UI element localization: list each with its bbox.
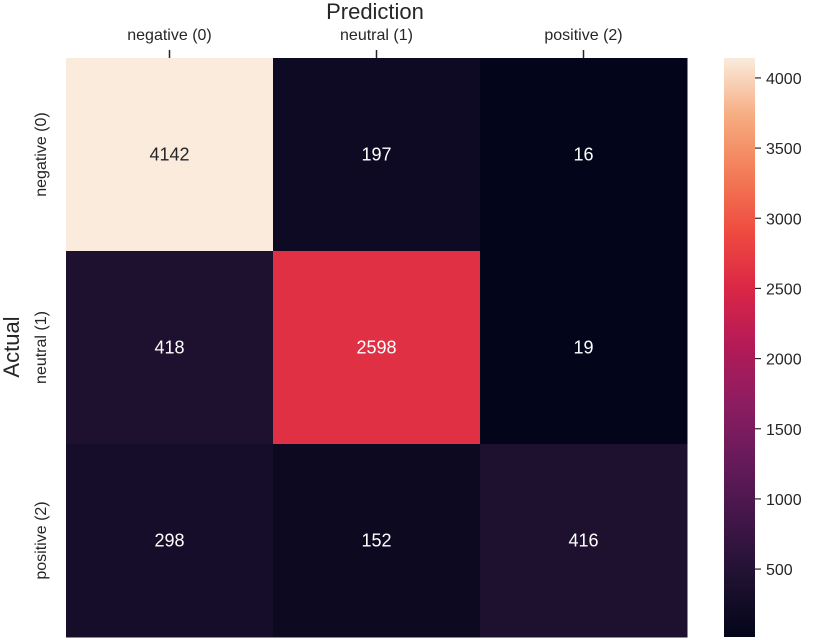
y-axis-title: Actual bbox=[0, 316, 24, 377]
colorbar-tick-label: 1000 bbox=[766, 492, 802, 509]
heatmap-cell bbox=[273, 58, 481, 252]
heatmap-cell bbox=[480, 251, 688, 445]
x-tick-label: negative (0) bbox=[127, 27, 212, 44]
heatmap-cell bbox=[273, 251, 481, 445]
colorbar-tick-label: 3000 bbox=[766, 211, 802, 228]
colorbar-ticks: 500 1000 1500 2000 2500 3000 3500 4000 bbox=[755, 71, 802, 579]
cell-value-label: 152 bbox=[361, 531, 391, 551]
y-tick-label: neutral (1) bbox=[33, 311, 50, 384]
y-axis-ticks: negative (0) neutral (1) positive (2) bbox=[33, 112, 50, 579]
heatmap-cell bbox=[66, 58, 274, 252]
cell-value-label: 16 bbox=[573, 145, 593, 165]
heatmap-cell bbox=[480, 58, 688, 252]
colorbar-tick-label: 3500 bbox=[766, 141, 802, 158]
x-axis-ticks: negative (0) neutral (1) positive (2) bbox=[127, 27, 623, 58]
cell-value-label: 19 bbox=[573, 338, 593, 358]
colorbar-tick-label: 500 bbox=[766, 562, 793, 579]
cell-value-label: 4142 bbox=[149, 145, 189, 165]
cell-value-label: 298 bbox=[154, 531, 184, 551]
y-tick-label: negative (0) bbox=[33, 112, 50, 197]
heatmap-cell bbox=[480, 444, 688, 638]
colorbar-tick-label: 2000 bbox=[766, 352, 802, 369]
colorbar-tick-label: 4000 bbox=[766, 71, 802, 88]
colorbar-tick-label: 1500 bbox=[766, 422, 802, 439]
cell-value-label: 418 bbox=[154, 338, 184, 358]
cell-value-label: 416 bbox=[568, 531, 598, 551]
x-tick-label: positive (2) bbox=[544, 27, 622, 44]
cell-value-label: 2598 bbox=[356, 338, 396, 358]
x-tick-label: neutral (1) bbox=[340, 27, 413, 44]
colorbar-tick-label: 2500 bbox=[766, 281, 802, 298]
y-tick-label: positive (2) bbox=[33, 501, 50, 579]
heatmap-cell bbox=[66, 444, 274, 638]
heatmap-cell bbox=[273, 444, 481, 638]
heatmap-cell bbox=[66, 251, 274, 445]
colorbar bbox=[724, 58, 755, 637]
heatmap-cells: 4142 197 16 418 2598 19 298 152 416 bbox=[66, 58, 688, 638]
cell-value-label: 197 bbox=[361, 145, 391, 165]
x-axis-title: Prediction bbox=[326, 0, 424, 24]
